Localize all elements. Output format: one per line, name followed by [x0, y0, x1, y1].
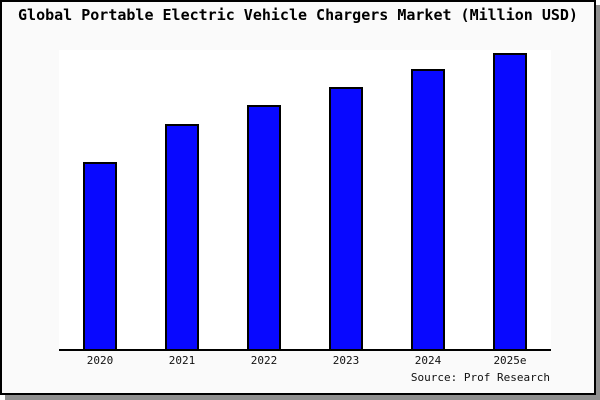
source-note: Source: Prof Research [410, 371, 550, 384]
x-label-2024: 2024 [414, 354, 442, 367]
bar-2024 [411, 69, 445, 349]
bar-slot-2024 [387, 50, 469, 349]
bar-2020 [83, 162, 117, 349]
bar-2023 [329, 87, 363, 349]
bar-slot-2021 [141, 50, 223, 349]
bar-2021 [165, 124, 199, 349]
plot-area [59, 50, 551, 351]
x-label-2025e: 2025e [493, 354, 527, 367]
x-axis-labels: 2020 2021 2022 2023 2024 2025e [59, 354, 551, 367]
x-label-2023: 2023 [332, 354, 360, 367]
bar-2025e [493, 53, 527, 349]
x-label-2022: 2022 [250, 354, 278, 367]
x-label-2021: 2021 [168, 354, 196, 367]
bar-slot-2022 [223, 50, 305, 349]
bar-2022 [247, 105, 281, 349]
chart-title: Global Portable Electric Vehicle Charger… [18, 6, 578, 24]
bar-slot-2025e [469, 50, 551, 349]
x-label-2020: 2020 [86, 354, 114, 367]
bar-slot-2023 [305, 50, 387, 349]
bar-slot-2020 [59, 50, 141, 349]
